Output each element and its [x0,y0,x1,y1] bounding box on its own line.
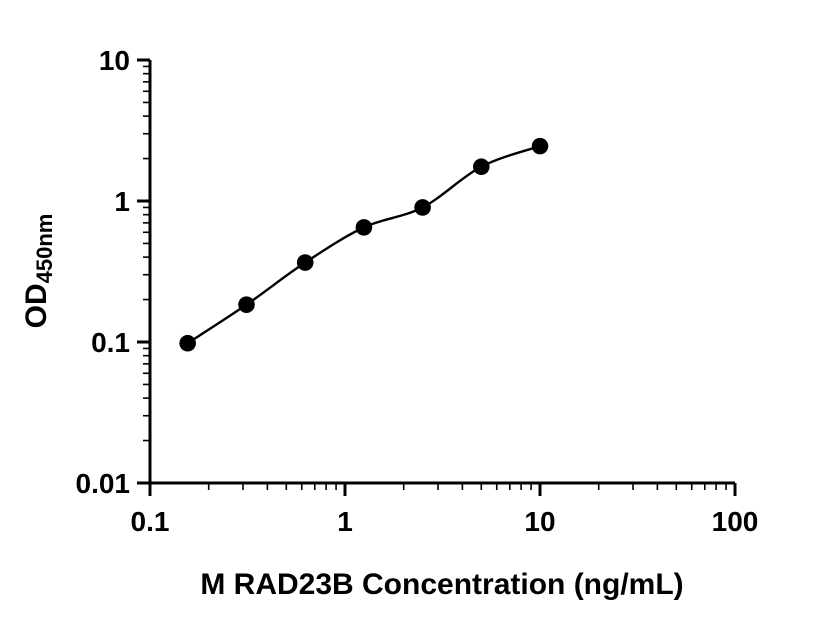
y-axis-title: OD450nm [20,214,57,329]
data-point [296,254,314,271]
fit-curve [187,144,541,345]
axis-spines [148,60,735,485]
data-point [355,219,373,236]
y-tick-label: 0.01 [76,468,131,499]
data-point [414,199,431,216]
x-tick-label: 10 [524,506,555,537]
y-tick-label: 10 [99,45,130,76]
data-point [238,296,255,313]
y-tick-label: 0.1 [91,327,130,358]
x-tick-label: 0.1 [131,506,170,537]
data-point [179,334,196,352]
data-point [472,158,490,176]
data-point [531,137,549,155]
y-tick-label: 1 [114,186,130,217]
x-tick-label: 100 [712,506,759,537]
x-tick-label: 1 [337,506,353,537]
x-axis-title: M RAD23B Concentration (ng/mL) [200,568,683,601]
